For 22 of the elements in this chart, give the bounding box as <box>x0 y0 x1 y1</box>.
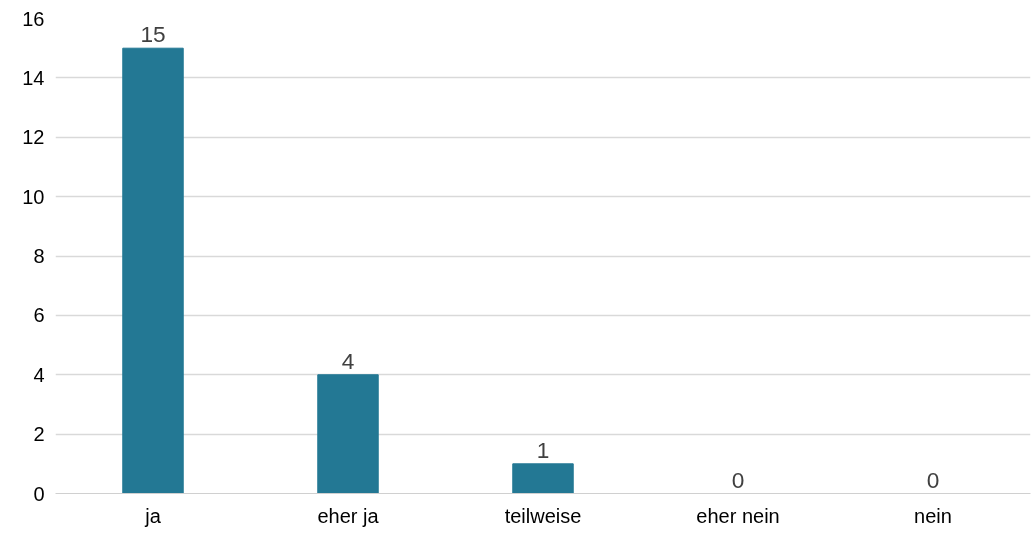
x-tick-label: eher nein <box>696 504 780 527</box>
y-tick-label: 0 <box>33 482 45 505</box>
data-label: 4 <box>341 347 355 374</box>
y-tick-label: 10 <box>22 185 45 208</box>
x-tick-label: eher ja <box>317 504 380 527</box>
y-tick-label: 4 <box>33 363 45 386</box>
bar <box>512 463 574 494</box>
x-tick-label: nein <box>914 504 952 527</box>
bar <box>317 374 379 494</box>
y-tick-label: 14 <box>22 66 45 89</box>
y-tick-label: 8 <box>33 245 45 267</box>
bar <box>122 47 184 494</box>
data-label: 15 <box>140 21 166 48</box>
data-label: 0 <box>926 466 940 493</box>
x-tick-label: ja <box>144 504 162 527</box>
data-label: 1 <box>536 436 550 463</box>
data-label: 0 <box>731 466 745 493</box>
y-tick-label: 2 <box>33 423 45 446</box>
y-tick-label: 12 <box>22 126 45 149</box>
y-tick-label: 6 <box>33 304 45 327</box>
y-tick-label: 16 <box>22 7 45 30</box>
x-tick-label: teilweise <box>504 504 582 527</box>
